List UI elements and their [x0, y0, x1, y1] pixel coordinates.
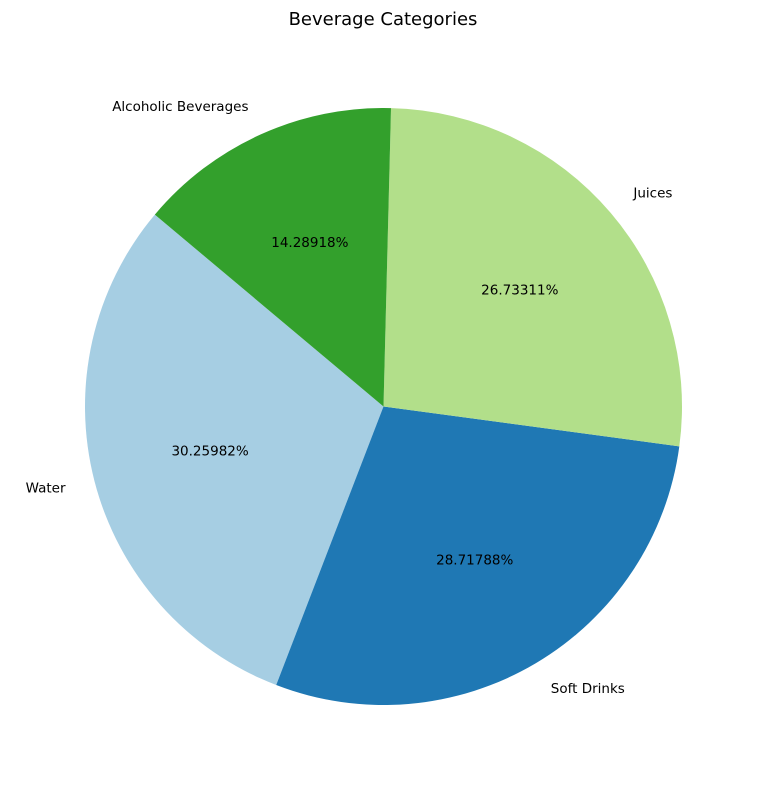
pie-labels: 30.25982% Water 28.71788% Soft Drinks 26.733…	[26, 99, 673, 697]
slice-category-label: Juices	[632, 186, 672, 202]
pie-slice-alcoholic-beverages	[154, 107, 392, 407]
pie-slice-water	[85, 214, 384, 686]
pie-slice-soft-drinks	[276, 406, 680, 705]
slice-percent-label: 14.28918%	[271, 235, 348, 251]
slice-category-label: Alcoholic Beverages	[112, 99, 248, 115]
chart-title: Beverage Categories	[289, 9, 478, 30]
slice-percent-label: 28.71788%	[436, 553, 513, 569]
slice-category-label: Water	[26, 481, 66, 497]
slice-category-label: Soft Drinks	[551, 681, 625, 697]
pie-slices	[85, 107, 682, 705]
pie-slice-juices	[383, 108, 682, 447]
slice-percent-label: 30.25982%	[171, 443, 248, 459]
slice-percent-label: 26.73311%	[481, 282, 558, 298]
